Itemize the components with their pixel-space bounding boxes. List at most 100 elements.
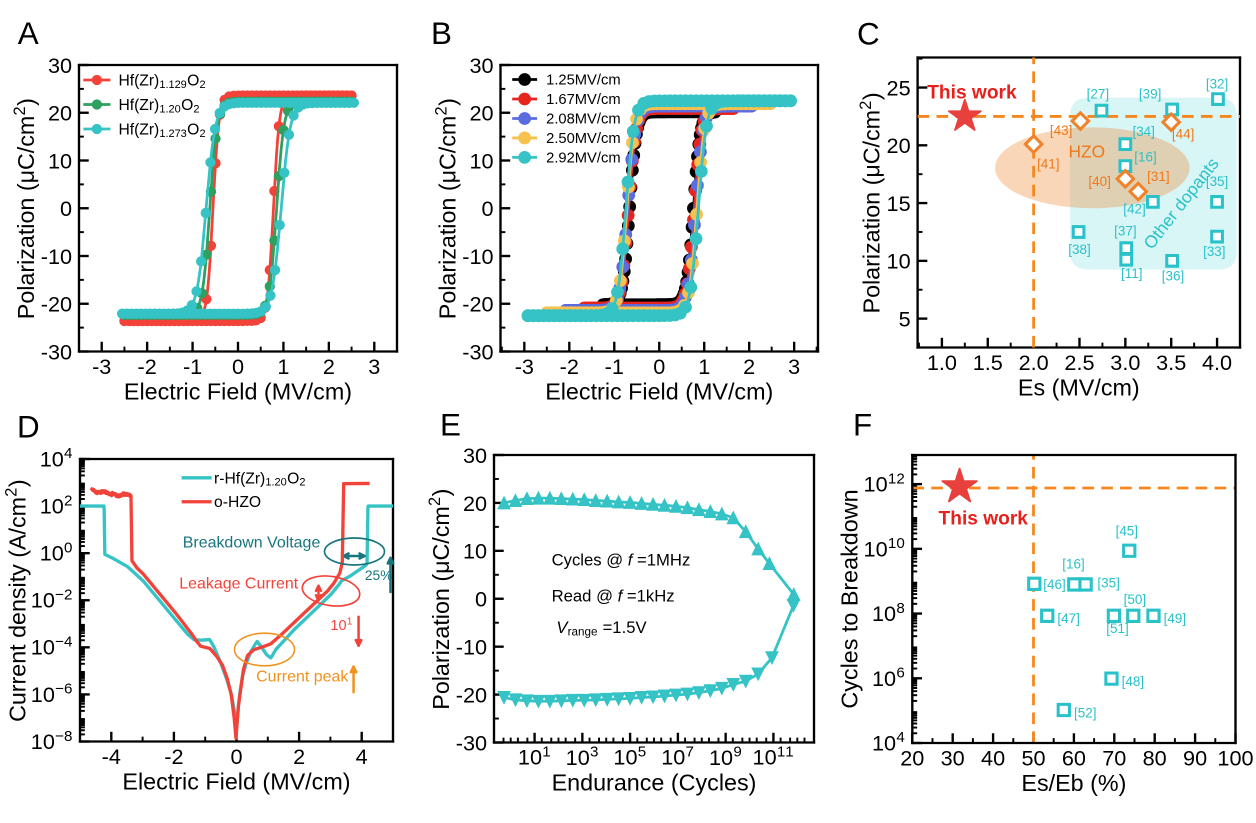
svg-text:1 0 1: 1 0 1 [518, 743, 551, 769]
svg-text:P o l a: P o l a r i z a t i o n ( μ C / c m ) 2 [857, 86, 885, 313]
svg-text:Es/Eb (%): Es/Eb (%) [1021, 770, 1126, 796]
svg-text:25: 25 [887, 75, 911, 100]
svg-text:80: 80 [1143, 746, 1167, 771]
svg-text:-3: -3 [515, 354, 534, 379]
svg-text:C u r r: C u r r e n t d e n s i t y ( A / c m ) … [3, 473, 31, 722]
svg-text:1 0 4: 1 0 4 [872, 729, 905, 755]
svg-text:Current peak: Current peak [256, 669, 348, 686]
svg-text:0: 0 [60, 196, 72, 221]
svg-text:20: 20 [900, 746, 924, 771]
svg-text:[46]: [46] [1043, 577, 1065, 592]
svg-text:5: 5 [899, 306, 911, 331]
svg-text:Endurance (Cycles): Endurance (Cycles) [552, 770, 757, 796]
svg-text:1.5: 1.5 [973, 350, 1003, 375]
svg-text:1 0 −: 1 0 − 2 [31, 580, 73, 613]
svg-text:[11]: [11] [1121, 266, 1142, 281]
svg-text:[40]: [40] [1088, 174, 1110, 189]
svg-text:[16]: [16] [1134, 150, 1156, 165]
svg-text:H f ( Z: H f ( Z r ) O 1 . 2 0 2 [118, 90, 199, 117]
svg-text:[32]: [32] [1206, 77, 1228, 92]
svg-text:E: E [440, 408, 461, 443]
svg-text:Electric Field (MV/cm): Electric Field (MV/cm) [124, 379, 352, 405]
svg-text:0: 0 [230, 744, 242, 769]
svg-text:[27]: [27] [1087, 87, 1109, 102]
svg-text:1 0 0: 1 0 0 [40, 539, 73, 565]
svg-text:Leakage Current: Leakage Current [179, 575, 299, 592]
svg-text:20: 20 [48, 101, 72, 126]
svg-text:2.92MV/cm: 2.92MV/cm [546, 151, 620, 167]
svg-text:D: D [17, 410, 40, 445]
svg-text:1 0 1: 1 0 1 2 [864, 463, 905, 496]
svg-text:-2: -2 [560, 354, 579, 379]
svg-text:2.5: 2.5 [1064, 350, 1094, 375]
svg-text:-3: -3 [92, 354, 111, 379]
svg-text:C y c l: C y c l e s @ f = 1 M H z [552, 546, 691, 571]
svg-text:-2: -2 [138, 354, 157, 379]
svg-text:-10: -10 [456, 635, 487, 660]
svg-text:1 0 2: 1 0 2 [40, 492, 73, 518]
svg-text:[43]: [43] [1050, 123, 1072, 138]
svg-text:[41]: [41] [1037, 156, 1059, 171]
svg-text:1 0 −: 1 0 − 8 [31, 721, 73, 754]
svg-text:P o l a: P o l a r i z a t i o n ( μ C / c m ) 2 [433, 92, 461, 319]
svg-text:20: 20 [887, 133, 911, 158]
svg-text:15: 15 [887, 191, 911, 216]
svg-text:1 0 4: 1 0 4 [40, 445, 73, 471]
svg-text:1 0 8: 1 0 8 [872, 600, 905, 626]
svg-text:60: 60 [1062, 746, 1086, 771]
svg-text:10: 10 [469, 148, 493, 173]
svg-text:2.50MV/cm: 2.50MV/cm [546, 131, 620, 147]
svg-text:0: 0 [475, 587, 487, 612]
svg-text:[47]: [47] [1057, 611, 1079, 626]
svg-text:HZO: HZO [1068, 141, 1105, 161]
svg-text:[35]: [35] [1097, 575, 1119, 590]
svg-text:H f ( Z: H f ( Z r ) O 1 . 1 2 9 2 [118, 65, 205, 92]
svg-text:This work: This work [927, 83, 1017, 104]
svg-text:20: 20 [469, 101, 493, 126]
svg-text:0: 0 [653, 354, 665, 379]
svg-text:1.0: 1.0 [927, 350, 957, 375]
svg-text:3.5: 3.5 [1156, 350, 1186, 375]
svg-text:2: 2 [743, 354, 755, 379]
svg-text:A: A [18, 16, 39, 51]
svg-text:10: 10 [48, 148, 72, 173]
svg-text:20: 20 [463, 491, 487, 516]
svg-text:40: 40 [981, 746, 1005, 771]
svg-text:-1: -1 [183, 354, 202, 379]
svg-text:30: 30 [463, 443, 487, 468]
svg-text:100: 100 [1217, 746, 1253, 771]
svg-text:o-HZO: o-HZO [214, 494, 261, 511]
svg-text:1 0 1: 1 0 1 0 [864, 528, 905, 561]
svg-text:-30: -30 [456, 730, 487, 755]
svg-text:1 0 5: 1 0 5 [613, 743, 646, 769]
svg-text:3: 3 [788, 354, 800, 379]
svg-text:1 0 6: 1 0 6 [872, 665, 905, 691]
svg-text:1.67MV/cm: 1.67MV/cm [546, 92, 620, 108]
svg-text:-20: -20 [456, 682, 487, 707]
svg-text:10: 10 [463, 539, 487, 564]
svg-text:This work: This work [939, 509, 1029, 530]
svg-text:[51]: [51] [1106, 621, 1128, 636]
svg-text:-20: -20 [462, 292, 493, 317]
svg-text:-1: -1 [605, 354, 624, 379]
svg-text:3.0: 3.0 [1110, 350, 1140, 375]
svg-text:30: 30 [941, 746, 965, 771]
svg-text:V = 1: V = 1 . 5 V r a n g e [556, 613, 652, 641]
svg-text:0: 0 [232, 354, 244, 379]
svg-text:1 0 −: 1 0 − 4 [31, 626, 73, 659]
svg-text:50: 50 [1021, 746, 1045, 771]
svg-text:Electric Field (MV/cm): Electric Field (MV/cm) [122, 769, 350, 795]
svg-text:[50]: [50] [1124, 592, 1146, 607]
svg-text:[44]: [44] [1172, 126, 1194, 141]
svg-text:C: C [857, 17, 880, 52]
svg-text:1 0 −: 1 0 − 6 [31, 674, 73, 707]
svg-text:2.0: 2.0 [1019, 350, 1049, 375]
svg-text:R e a d: R e a d @ f = 1 k H z [552, 582, 675, 607]
svg-text:0: 0 [482, 196, 494, 221]
svg-text:Electric Field (MV/cm): Electric Field (MV/cm) [545, 379, 773, 405]
svg-text:70: 70 [1102, 746, 1126, 771]
svg-text:3: 3 [368, 354, 380, 379]
svg-text:-10: -10 [41, 244, 72, 269]
svg-text:-10: -10 [462, 244, 493, 269]
svg-text:1 0 3: 1 0 3 [566, 744, 599, 770]
